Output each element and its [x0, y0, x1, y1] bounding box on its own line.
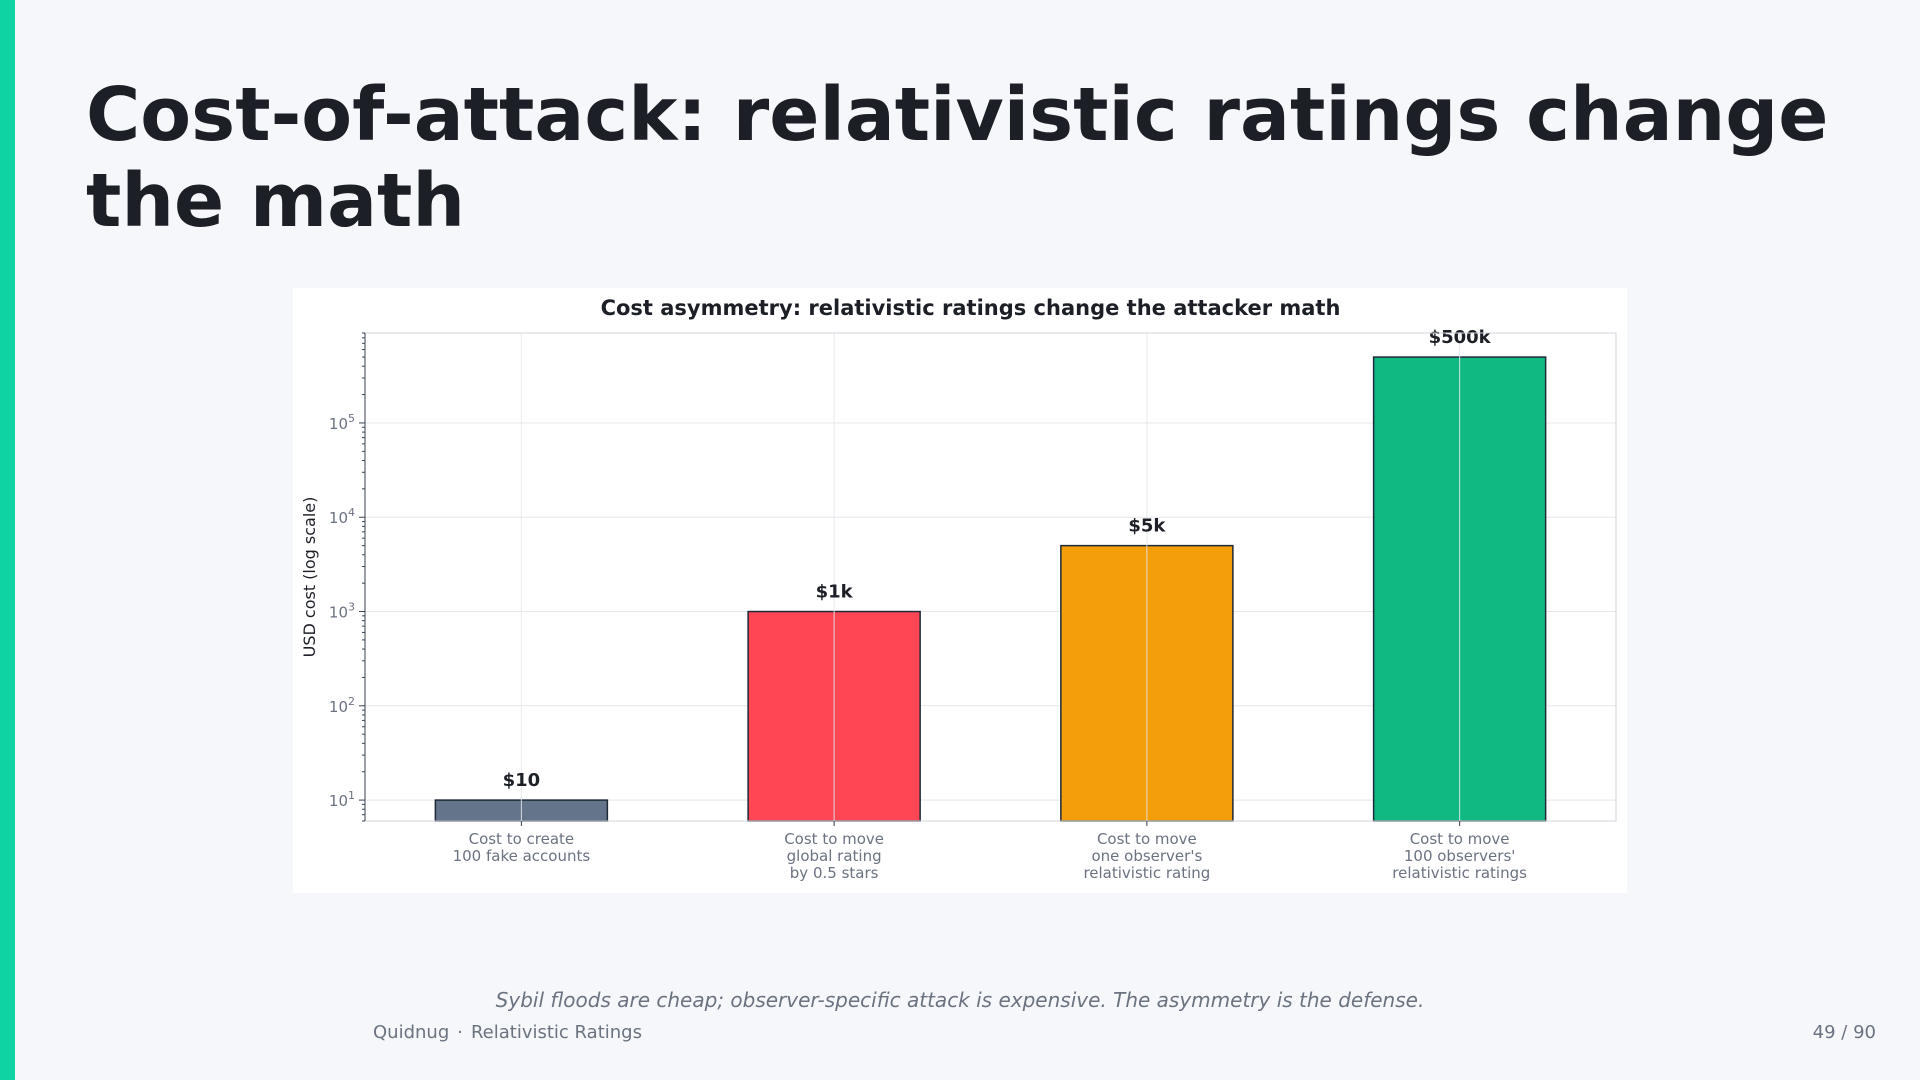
bar-value-label: $5k — [1128, 516, 1166, 537]
footer-separator: · — [457, 1022, 463, 1043]
page-number: 49 / 90 — [1812, 1022, 1876, 1043]
chart-title: Cost asymmetry: relativistic ratings cha… — [601, 296, 1341, 320]
x-tick-label: Cost to move global rating by 0.5 stars — [784, 830, 884, 882]
y-tick-label: 104 — [329, 506, 355, 527]
footer-left: Quidnug · Relativistic Ratings — [373, 1022, 642, 1043]
y-tick-label: 102 — [329, 695, 355, 716]
x-tick-label: Cost to move one observer's relativistic r… — [1083, 830, 1210, 882]
y-tick-label: 105 — [329, 412, 355, 433]
bar-value-label: $500k — [1429, 327, 1492, 348]
y-tick-label: 103 — [329, 601, 355, 622]
x-tick-label: Cost to move 100 observers' relativistic r… — [1392, 830, 1527, 882]
footer-deck-name: Quidnug — [373, 1022, 450, 1043]
bar-value-label: $1k — [816, 582, 854, 603]
y-tick-label: 101 — [329, 789, 355, 810]
footer-section-name: Relativistic Ratings — [470, 1022, 642, 1043]
y-axis-label: USD cost (log scale) — [300, 497, 319, 658]
accent-bar — [0, 0, 15, 1080]
x-tick-label: Cost to create 100 fake accounts — [453, 830, 591, 865]
bar-chart: Cost asymmetry: relativistic ratings cha… — [300, 296, 1617, 882]
slide-caption: Sybil floods are cheap; observer-specifi… — [495, 988, 1425, 1012]
slide-title: Cost-of-attack: relativistic ratings cha… — [86, 72, 1829, 244]
chart-card: Cost asymmetry: relativistic ratings cha… — [293, 288, 1627, 893]
bar-value-label: $10 — [503, 770, 541, 791]
